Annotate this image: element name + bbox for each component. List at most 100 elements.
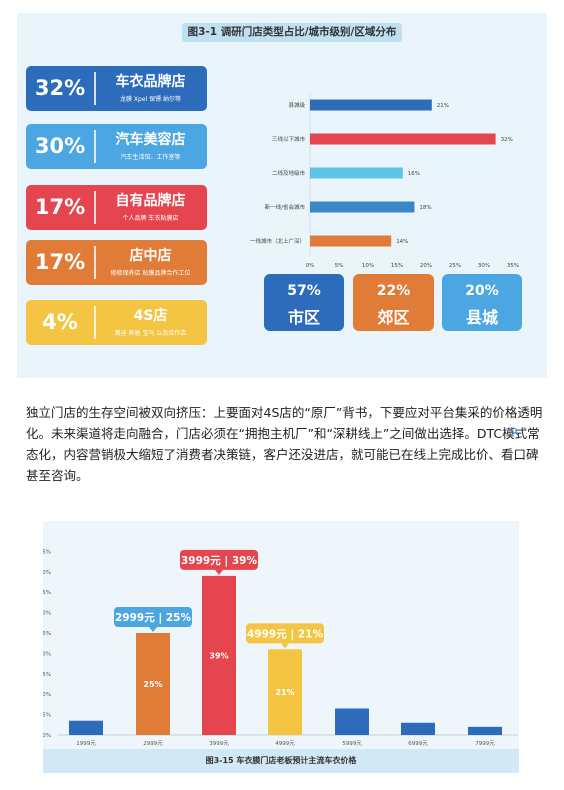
bar <box>335 708 369 735</box>
store-type-percent: 17% <box>34 250 86 274</box>
y-tick-label: 45% <box>43 549 51 555</box>
x-tick-label: 4999元 <box>275 740 295 747</box>
figure-1-title: 图3-1 调研门店类型占比/城市级别/区域分布 <box>182 23 402 42</box>
y-tick-label: 20% <box>43 651 51 657</box>
card-divider <box>94 306 96 339</box>
paragraph-text: 独立门店的生存空间被双向挤压：上要面对4S店的“原厂”背书，下要应对平台集采的价… <box>26 405 543 483</box>
bar <box>310 201 415 213</box>
store-type-name: 汽车美容店 <box>115 132 186 148</box>
store-type-desc: 汽车生活馆、工作室等 <box>120 154 181 161</box>
callout: 2999元 | 25% <box>114 607 192 632</box>
y-tick-label: 35% <box>43 590 51 596</box>
value-label: 21% <box>437 103 449 109</box>
region-name: 县城 <box>465 308 498 327</box>
card-divider <box>94 191 96 224</box>
y-tick-label: 30% <box>43 611 51 617</box>
value-label: 14% <box>396 239 408 245</box>
x-tick-label: 1999元 <box>76 740 96 747</box>
region-card: 57% 市区 <box>264 274 344 331</box>
x-tick-label: 10% <box>362 263 374 269</box>
bar <box>136 633 170 735</box>
y-tick-label: 15% <box>43 672 51 678</box>
card-divider <box>94 72 96 105</box>
category-label: 新一线/省会城市 <box>265 203 306 211</box>
card-divider <box>94 130 96 163</box>
store-type-percent: 32% <box>34 76 86 100</box>
store-type-percent: 30% <box>34 134 86 158</box>
bar <box>468 726 502 735</box>
callout-box <box>180 549 258 570</box>
store-type-desc: 个人品牌 车衣贴膜店 <box>122 215 179 222</box>
region-percent: 20% <box>465 283 499 299</box>
x-tick-label: 5% <box>335 263 344 269</box>
figure-2-caption: 图3-15 车衣膜门店老板预计主流车衣价格 <box>43 749 519 773</box>
y-tick-label: 10% <box>43 692 51 698</box>
region-percent: 57% <box>287 283 321 299</box>
category-label: 一线城市（北上广深） <box>250 237 305 245</box>
category-label: 三线以下城市 <box>272 135 306 143</box>
store-type-name: 车衣品牌店 <box>115 74 186 90</box>
y-tick-label: 5% <box>43 713 51 719</box>
store-type-name: 4S店 <box>133 308 168 324</box>
bar <box>310 99 432 111</box>
callout-pointer <box>281 643 289 649</box>
store-type-card: 4% 4S店奥迪 奔驰 宝马 以及合作店 <box>26 300 207 345</box>
bar <box>69 720 103 735</box>
bar <box>310 235 392 247</box>
region-name: 市区 <box>287 308 320 327</box>
store-type-card: 17% 店中店修修保养店 贴膜品牌合作工位 <box>26 240 207 285</box>
y-tick-label: 0% <box>43 733 51 739</box>
region-name: 郊区 <box>377 308 410 327</box>
search-icon[interactable] <box>510 427 519 436</box>
store-type-name: 自有品牌店 <box>115 193 186 209</box>
value-label: 18% <box>419 205 431 211</box>
x-tick-label: 20% <box>420 263 432 269</box>
callout-label: 3999元 | 39% <box>181 555 257 567</box>
callout: 3999元 | 39% <box>180 549 258 575</box>
callout-label: 4999元 | 21% <box>247 628 323 640</box>
store-type-desc: 龙膜 Xpel 保镖 纳尔等 <box>120 96 181 103</box>
card-divider <box>94 246 96 279</box>
body-paragraph: 独立门店的生存空间被双向挤压：上要面对4S店的“原厂”背书，下要应对平台集采的价… <box>26 402 546 486</box>
store-type-percent: 4% <box>42 310 78 334</box>
callout-box <box>114 607 192 627</box>
store-type-desc: 奥迪 奔驰 宝马 以及合作店 <box>114 330 187 337</box>
value-label: 16% <box>408 171 420 177</box>
bar <box>268 649 302 735</box>
callout-pointer <box>215 569 223 575</box>
bar-value-label: 39% <box>209 651 228 660</box>
x-tick-label: 25% <box>449 263 461 269</box>
region-card: 22% 郊区 <box>353 274 434 331</box>
bar <box>401 722 435 735</box>
x-tick-label: 6999元 <box>408 740 428 747</box>
x-tick-label: 7999元 <box>475 740 495 747</box>
bar-value-label: 21% <box>275 688 294 697</box>
region-percent: 22% <box>376 283 411 299</box>
store-type-percent: 17% <box>34 195 86 219</box>
price-bar-chart: 0% 5% 10% 15% 20% 25% 30% 35% 40% 45% 1999元 2999元 25… <box>43 549 518 747</box>
store-type-card: 32% 车衣品牌店龙膜 Xpel 保镖 纳尔等 <box>26 66 207 111</box>
x-tick-label: 30% <box>478 263 490 269</box>
store-type-name: 店中店 <box>129 248 172 264</box>
value-label: 32% <box>501 137 513 143</box>
category-label: 县城级 <box>288 101 305 109</box>
x-tick-label: 2999元 <box>143 740 163 747</box>
region-card: 20% 县城 <box>442 274 522 331</box>
category-label: 二线及地级市 <box>272 169 306 177</box>
bar <box>310 167 403 179</box>
y-tick-label: 40% <box>43 570 51 576</box>
x-tick-label: 0% <box>306 263 315 269</box>
callout: 4999元 | 21% <box>246 623 324 649</box>
bar <box>310 133 496 145</box>
bar-value-label: 25% <box>143 680 162 689</box>
bar <box>202 575 236 735</box>
callout-label: 2999元 | 25% <box>115 612 191 624</box>
callout-box <box>246 623 324 644</box>
store-type-card: 30% 汽车美容店汽车生活馆、工作室等 <box>26 124 207 169</box>
store-type-desc: 修修保养店 贴膜品牌合作工位 <box>110 270 191 277</box>
x-tick-label: 3999元 <box>209 740 229 747</box>
x-tick-label: 5999元 <box>342 740 362 747</box>
x-tick-label: 35% <box>507 263 519 269</box>
city-level-bar-chart: 县城级 21% 三线以下城市 32% 二线及地级市 16% 新一线/省会城市 18% 一线城市（… <box>250 93 519 269</box>
callout-pointer <box>149 627 157 632</box>
